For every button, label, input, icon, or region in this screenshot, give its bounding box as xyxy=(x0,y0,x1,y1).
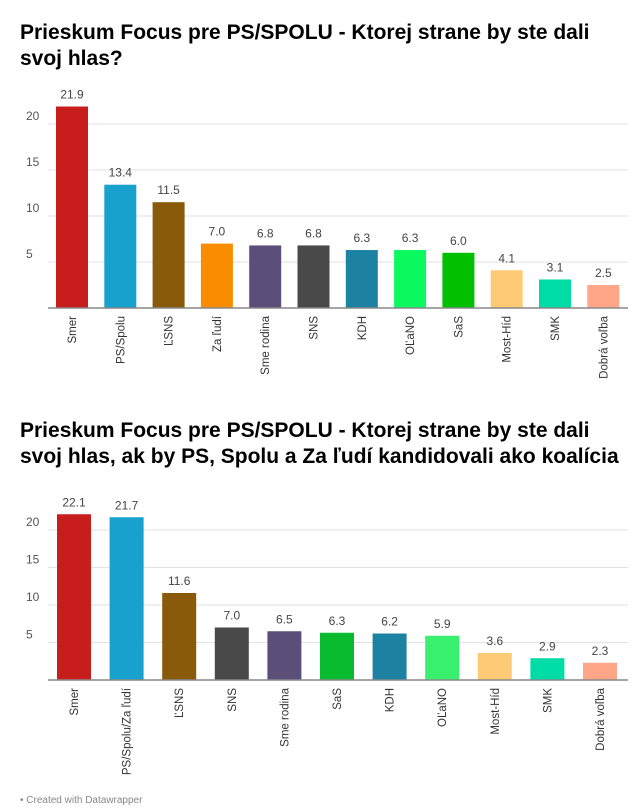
bar xyxy=(345,250,378,308)
x-tick-label: SaS xyxy=(453,316,465,338)
data-label: 6.2 xyxy=(381,615,398,629)
x-tick-label: Most-Híd xyxy=(502,316,514,363)
x-tick-label: SMK xyxy=(542,688,554,713)
x-tick-label: Sme rodina xyxy=(279,687,291,746)
data-label: 6.3 xyxy=(329,614,346,628)
bar xyxy=(372,633,407,680)
bar xyxy=(152,202,185,308)
x-tick-label: SaS xyxy=(332,688,344,710)
x-tick-label: SNS xyxy=(227,688,239,712)
bar xyxy=(249,245,282,308)
y-tick-label: 15 xyxy=(26,553,40,567)
bar xyxy=(214,627,249,680)
x-tick-label: SNS xyxy=(309,316,321,340)
bar xyxy=(425,635,460,680)
data-label: 6.3 xyxy=(353,231,370,245)
bar xyxy=(394,250,427,308)
y-tick-label: 20 xyxy=(26,109,40,123)
chart-title-1: Prieskum Focus pre PS/SPOLU - Ktorej str… xyxy=(20,21,590,70)
bar xyxy=(57,514,91,680)
data-label: 21.9 xyxy=(60,88,84,102)
data-label: 7.0 xyxy=(209,225,226,239)
y-tick-label: 10 xyxy=(26,590,40,604)
data-label: 21.7 xyxy=(115,498,139,512)
chart-title-2: Prieskum Focus pre PS/SPOLU - Ktorej str… xyxy=(20,419,619,468)
data-label: 22.1 xyxy=(62,495,86,509)
y-tick-label: 10 xyxy=(26,201,40,215)
bar xyxy=(267,631,302,680)
x-tick-label: KDH xyxy=(357,316,369,340)
x-tick-label: OĽaNO xyxy=(437,688,449,727)
bar xyxy=(104,184,137,308)
bar xyxy=(56,106,88,308)
data-label: 2.3 xyxy=(592,644,609,658)
y-tick-label: 5 xyxy=(26,628,33,642)
y-tick-label: 15 xyxy=(26,155,40,169)
data-label: 13.4 xyxy=(109,166,133,180)
data-label: 6.3 xyxy=(402,231,419,245)
data-label: 2.5 xyxy=(595,266,612,280)
x-tick-label: OĽaNO xyxy=(405,316,417,355)
x-tick-label: ĽSNS xyxy=(164,316,176,346)
x-tick-label: Za ľudí xyxy=(212,315,224,352)
x-tick-label: Dobrá voľba xyxy=(598,315,610,378)
bar xyxy=(320,632,354,680)
bar-chart-2: 5 10 15 20 22.1 Smer 21.7 PS/Spolu/Za ľudí 11.6 Ľ… xyxy=(26,495,628,775)
data-label: 11.5 xyxy=(157,183,180,197)
y-tick-label: 5 xyxy=(26,247,33,261)
bar xyxy=(587,285,620,308)
footer-credit: • Created with Datawrapper xyxy=(20,795,143,806)
data-label: 7.0 xyxy=(223,609,240,623)
data-label: 4.1 xyxy=(498,251,515,265)
x-tick-label: KDH xyxy=(385,688,397,712)
x-tick-label: Most-Híd xyxy=(490,688,502,735)
data-label: 6.5 xyxy=(276,612,293,626)
bar xyxy=(297,245,330,308)
x-tick-label: Smer xyxy=(67,316,79,344)
bar xyxy=(530,658,565,680)
data-label: 5.9 xyxy=(434,617,451,631)
x-tick-label: ĽSNS xyxy=(174,688,186,718)
y-tick-label: 20 xyxy=(26,515,40,529)
bar xyxy=(109,517,144,680)
bar xyxy=(583,662,617,680)
bar xyxy=(162,593,197,680)
bar-chart-1: 5 10 15 20 21.9 Smer 13.4 PS/Spolu 11.5 ĽSNS 7.0 Za… xyxy=(26,88,628,379)
data-label: 3.6 xyxy=(486,634,503,648)
x-tick-label: PS/Spolu xyxy=(115,316,127,364)
data-label: 6.0 xyxy=(450,234,467,248)
data-label: 3.1 xyxy=(547,260,564,274)
x-tick-label: Dobrá voľba xyxy=(595,687,607,750)
x-tick-label: SMK xyxy=(550,316,562,341)
bar xyxy=(490,270,523,308)
bar xyxy=(200,243,233,308)
data-label: 6.8 xyxy=(257,226,274,240)
bar xyxy=(477,653,512,680)
x-tick-label: PS/Spolu/Za ľudí xyxy=(122,687,134,775)
data-label: 11.6 xyxy=(168,574,191,588)
bar xyxy=(539,279,571,308)
bar xyxy=(442,252,475,308)
data-label: 2.9 xyxy=(539,639,556,653)
x-tick-label: Smer xyxy=(69,688,81,716)
data-label: 6.8 xyxy=(305,226,322,240)
x-tick-label: Sme rodina xyxy=(260,315,272,374)
